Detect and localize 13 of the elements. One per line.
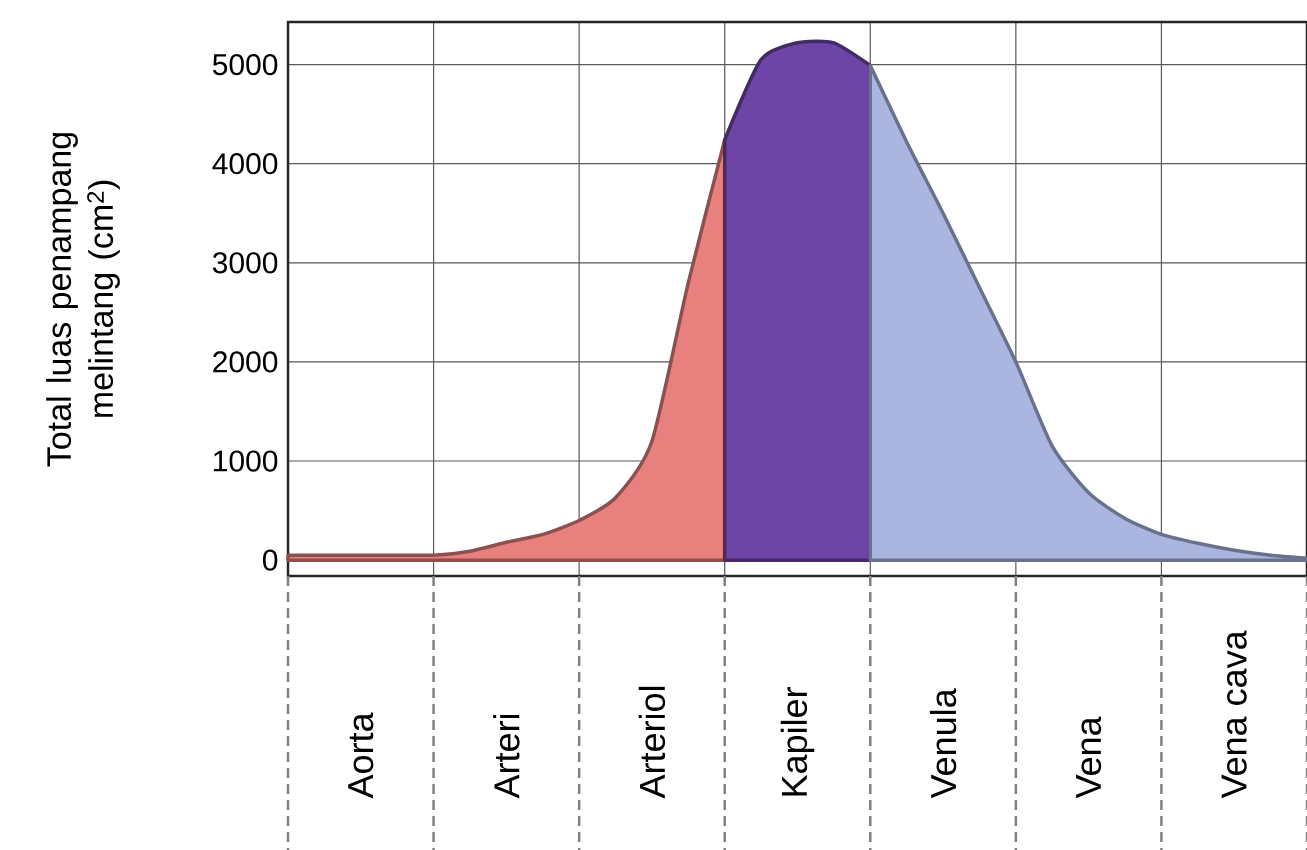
x-tick-label: Vena cava — [1221, 630, 1247, 799]
y-tick-label: 2000 — [213, 351, 278, 373]
y-tick-label: 0 — [262, 549, 278, 571]
x-tick-label: Arteriol — [638, 686, 666, 799]
x-tick-label: Aorta — [348, 712, 374, 799]
x-tick-label: Vena — [1076, 716, 1102, 799]
y-tick-label: 4000 — [212, 153, 278, 175]
x-tick-label: Kapiler — [780, 687, 815, 796]
y-tick-label: 3000 — [212, 252, 278, 274]
y-tick-label: 1000 — [214, 450, 278, 472]
x-tick-label: Arteri — [493, 714, 520, 799]
y-tick-label: 5000 — [212, 53, 278, 76]
x-tick-label: Venula — [929, 688, 957, 799]
